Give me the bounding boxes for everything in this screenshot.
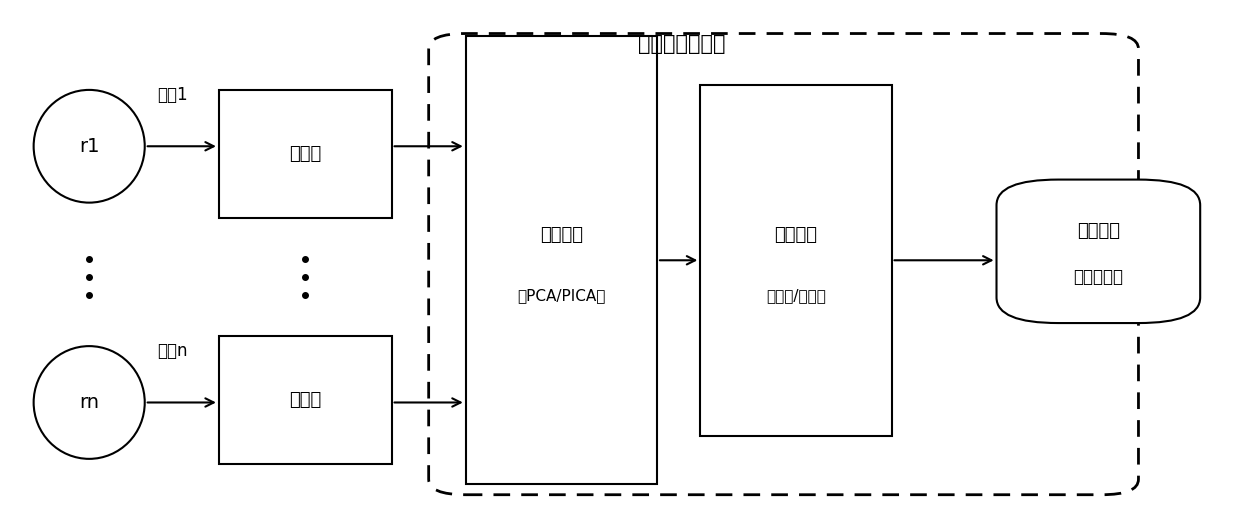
Text: （时域/频域）: （时域/频域）: [766, 289, 826, 304]
FancyBboxPatch shape: [997, 180, 1200, 323]
Bar: [218, 336, 392, 464]
Text: 矩阵分解: 矩阵分解: [539, 226, 583, 243]
Text: （PCA/PICA）: （PCA/PICA）: [517, 289, 605, 304]
Bar: [218, 90, 392, 218]
Text: rn: rn: [79, 393, 99, 412]
Text: 预处理: 预处理: [289, 391, 321, 409]
FancyBboxPatch shape: [429, 34, 1138, 495]
Text: 多通道信息融合: 多通道信息融合: [637, 34, 725, 54]
Text: 通道1: 通道1: [157, 86, 187, 104]
Bar: [701, 85, 892, 436]
Text: r1: r1: [79, 137, 99, 156]
Text: 阈值判决: 阈值判决: [1076, 222, 1120, 240]
Text: 预处理: 预处理: [289, 145, 321, 163]
Text: 特征提取: 特征提取: [775, 226, 817, 243]
Ellipse shape: [33, 90, 145, 203]
Bar: [466, 36, 657, 484]
Ellipse shape: [33, 346, 145, 459]
Text: 通道n: 通道n: [157, 342, 187, 360]
Text: （硬判决）: （硬判决）: [1074, 268, 1123, 286]
